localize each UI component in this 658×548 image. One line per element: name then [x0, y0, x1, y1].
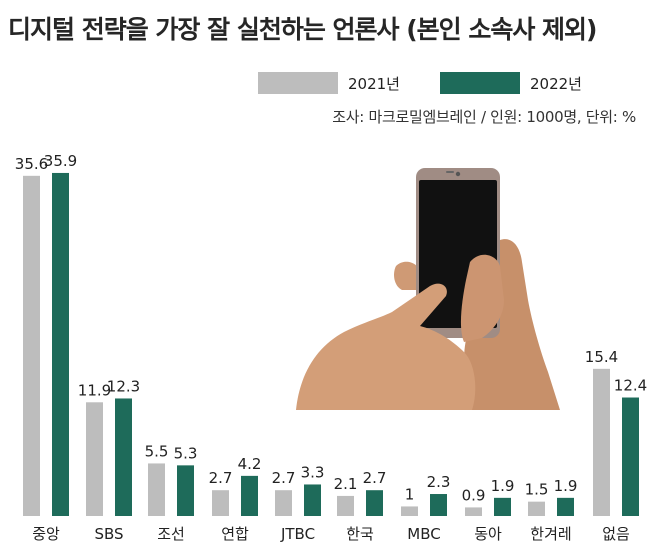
bar-2022년-없음 [622, 397, 639, 516]
bar-2022년-SBS [115, 398, 132, 516]
category-labels-group: 중앙 SBS 조선 연합 JTBC 한국 MBC 동아 한겨레 없음 [32, 525, 630, 543]
category-label-없음: 없음 [602, 525, 630, 543]
bar-2021년-없음 [593, 368, 610, 516]
value-label-2022년-JTBC: 3.3 [301, 463, 325, 481]
legend-label-2021: 2021년 [348, 74, 400, 93]
bar-2021년-중앙 [23, 175, 40, 517]
value-label-2021년-SBS: 11.9 [78, 381, 111, 399]
value-label-2021년-한겨레: 1.5 [525, 481, 549, 499]
category-label-조선: 조선 [157, 525, 185, 543]
bar-2021년-한국 [337, 495, 354, 516]
value-label-2022년-없음: 12.4 [614, 377, 647, 395]
legend-swatch-2022 [440, 72, 520, 94]
value-label-2021년-없음: 15.4 [585, 348, 618, 366]
legend-label-2022: 2022년 [530, 74, 582, 93]
value-label-2022년-SBS: 12.3 [107, 377, 140, 395]
right-finger-shape [394, 261, 420, 290]
value-label-2022년-동아: 1.9 [491, 477, 515, 495]
bar-2022년-한겨레 [557, 497, 574, 516]
bar-2021년-한겨레 [528, 501, 545, 516]
value-label-2022년-한겨레: 1.9 [554, 477, 578, 495]
bar-2021년-MBC [401, 506, 418, 516]
legend-item-2022: 2022년 [440, 72, 582, 94]
category-label-SBS: SBS [94, 525, 123, 543]
value-labels-group: 35.635.911.912.35.5 5.32.74.22.7 3.32.1 2.7… [15, 152, 647, 504]
category-label-중앙: 중앙 [32, 525, 60, 543]
category-label-한국: 한국 [346, 525, 374, 543]
bar-2022년-중앙 [52, 172, 69, 516]
legend-item-2021: 2021년 [258, 72, 400, 94]
value-label-2022년-연합: 4.2 [238, 455, 262, 473]
bar-2021년-SBS [86, 402, 103, 516]
value-label-2021년-연합: 2.7 [209, 469, 233, 487]
bar-2022년-MBC [430, 494, 447, 516]
category-label-JTBC: JTBC [280, 525, 315, 543]
legend-swatch-2021 [258, 72, 338, 94]
hand-holding-smartphone-icon [296, 168, 560, 410]
value-label-2022년-MBC: 2.3 [427, 473, 451, 491]
category-label-MBC: MBC [407, 525, 440, 543]
value-label-2021년-한국: 2.1 [334, 475, 358, 493]
bar-2022년-동아 [494, 497, 511, 516]
bar-2021년-연합 [212, 490, 229, 516]
category-label-한겨레: 한겨레 [530, 525, 571, 543]
value-label-2022년-중앙: 35.9 [44, 152, 77, 170]
value-label-2021년-조선: 5.5 [145, 442, 169, 460]
category-label-연합: 연합 [221, 525, 249, 543]
bar-2021년-조선 [148, 463, 165, 516]
category-label-동아: 동아 [474, 525, 502, 543]
left-hand-shape [296, 283, 476, 410]
bar-2022년-한국 [366, 490, 383, 516]
bar-2021년-동아 [465, 507, 482, 516]
value-label-2021년-중앙: 35.6 [15, 155, 48, 173]
bar-2022년-조선 [177, 465, 194, 516]
bar-2022년-연합 [241, 475, 258, 516]
bar-2021년-JTBC [275, 490, 292, 516]
value-label-2021년-MBC: 1 [405, 485, 415, 503]
survey-note: 조사: 마크로밀엠브레인 / 인원: 1000명, 단위: % [332, 108, 636, 126]
chart-title: 디지털 전략을 가장 잘 실천하는 언론사 (본인 소속사 제외) [8, 15, 597, 44]
bars-group [23, 172, 639, 517]
value-label-2021년-동아: 0.9 [462, 486, 486, 504]
right-thumb-shape [460, 254, 504, 342]
value-label-2022년-한국: 2.7 [363, 469, 387, 487]
phone-speaker [446, 171, 454, 173]
bar-2022년-JTBC [304, 484, 321, 516]
value-label-2021년-JTBC: 2.7 [272, 469, 296, 487]
phone-camera [455, 171, 461, 177]
value-label-2022년-조선: 5.3 [174, 444, 198, 462]
